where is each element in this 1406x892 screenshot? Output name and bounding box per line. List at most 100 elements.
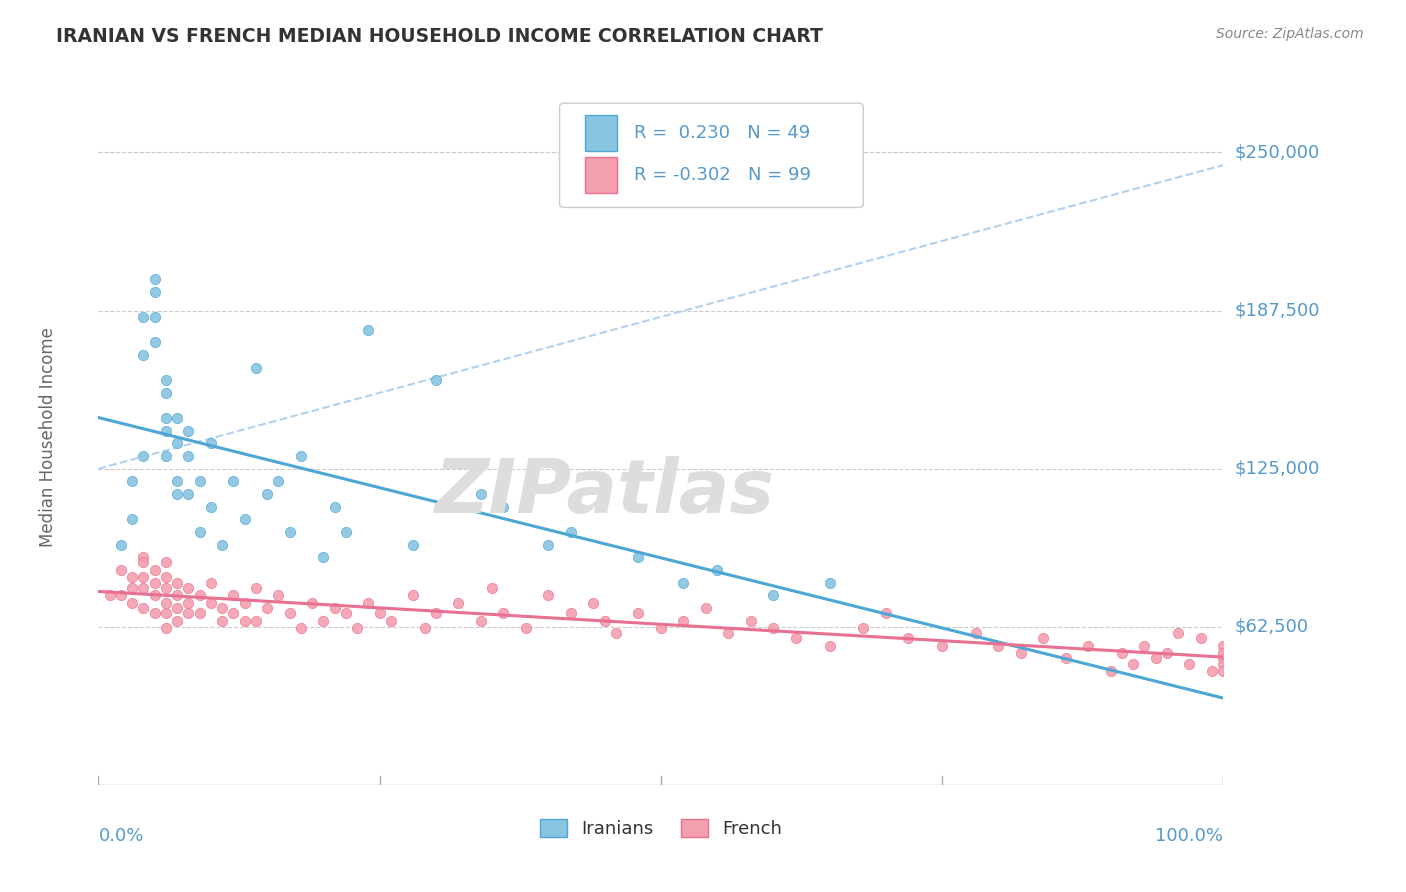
Point: [155, 570, 177, 584]
Point: [582, 596, 605, 610]
Point: [672, 614, 695, 628]
Point: [1122, 657, 1144, 671]
Point: [1054, 651, 1077, 665]
Text: $250,000: $250,000: [1234, 144, 1320, 161]
Point: [200, 575, 222, 590]
Point: [1189, 631, 1212, 645]
Point: [177, 449, 200, 463]
FancyBboxPatch shape: [560, 103, 863, 208]
Point: [188, 606, 211, 620]
Point: [1212, 639, 1234, 653]
Point: [1111, 647, 1133, 661]
Point: [818, 639, 841, 653]
Point: [132, 581, 155, 595]
Point: [121, 596, 143, 610]
Point: [155, 385, 177, 400]
Point: [245, 360, 267, 375]
Text: IRANIAN VS FRENCH MEDIAN HOUSEHOLD INCOME CORRELATION CHART: IRANIAN VS FRENCH MEDIAN HOUSEHOLD INCOM…: [56, 27, 823, 45]
Point: [368, 606, 391, 620]
FancyBboxPatch shape: [585, 115, 617, 151]
Point: [110, 563, 132, 577]
Point: [335, 606, 357, 620]
Point: [987, 639, 1010, 653]
Text: 100.0%: 100.0%: [1156, 827, 1223, 845]
Point: [200, 500, 222, 514]
Point: [627, 606, 650, 620]
Point: [1099, 664, 1122, 678]
Point: [1212, 647, 1234, 661]
Point: [762, 621, 785, 635]
Point: [672, 575, 695, 590]
Point: [627, 550, 650, 565]
Legend: Iranians, French: Iranians, French: [533, 812, 789, 846]
Text: 0.0%: 0.0%: [98, 827, 143, 845]
Point: [155, 596, 177, 610]
Point: [166, 588, 188, 602]
Point: [717, 626, 740, 640]
Point: [1212, 657, 1234, 671]
Point: [222, 606, 245, 620]
Point: [357, 596, 380, 610]
Point: [222, 588, 245, 602]
Point: [818, 575, 841, 590]
Point: [132, 600, 155, 615]
Point: [166, 436, 188, 450]
Point: [1133, 639, 1156, 653]
Point: [110, 538, 132, 552]
Point: [211, 538, 233, 552]
Point: [335, 524, 357, 539]
Point: [1010, 647, 1032, 661]
Point: [155, 581, 177, 595]
Point: [290, 621, 312, 635]
Point: [155, 449, 177, 463]
Point: [1178, 657, 1201, 671]
Point: [323, 600, 346, 615]
Point: [875, 606, 897, 620]
Point: [380, 614, 402, 628]
Point: [1212, 651, 1234, 665]
Point: [1144, 651, 1167, 665]
Point: [177, 487, 200, 501]
Point: [425, 373, 447, 387]
Point: [278, 524, 301, 539]
Point: [177, 424, 200, 438]
Point: [200, 596, 222, 610]
Point: [560, 606, 582, 620]
Point: [470, 487, 492, 501]
Point: [188, 475, 211, 489]
Point: [245, 614, 267, 628]
Point: [245, 581, 267, 595]
Text: Median Household Income: Median Household Income: [39, 327, 56, 547]
Point: [166, 411, 188, 425]
Point: [492, 500, 515, 514]
Point: [233, 512, 256, 526]
Point: [605, 626, 627, 640]
Point: [357, 322, 380, 336]
Point: [143, 575, 166, 590]
Point: [256, 487, 278, 501]
Point: [492, 606, 515, 620]
Point: [155, 373, 177, 387]
Point: [515, 621, 537, 635]
Point: [413, 621, 436, 635]
Point: [132, 550, 155, 565]
Point: [762, 588, 785, 602]
Point: [143, 285, 166, 299]
Point: [121, 581, 143, 595]
Point: [650, 621, 672, 635]
Point: [166, 475, 188, 489]
Point: [110, 588, 132, 602]
Point: [267, 475, 290, 489]
Point: [132, 348, 155, 362]
Point: [166, 600, 188, 615]
Point: [278, 606, 301, 620]
Point: [143, 606, 166, 620]
Point: [740, 614, 762, 628]
Point: [121, 475, 143, 489]
Point: [301, 596, 323, 610]
Point: [1167, 626, 1189, 640]
Text: $187,500: $187,500: [1234, 301, 1320, 319]
Point: [931, 639, 953, 653]
Point: [143, 272, 166, 286]
Point: [188, 524, 211, 539]
